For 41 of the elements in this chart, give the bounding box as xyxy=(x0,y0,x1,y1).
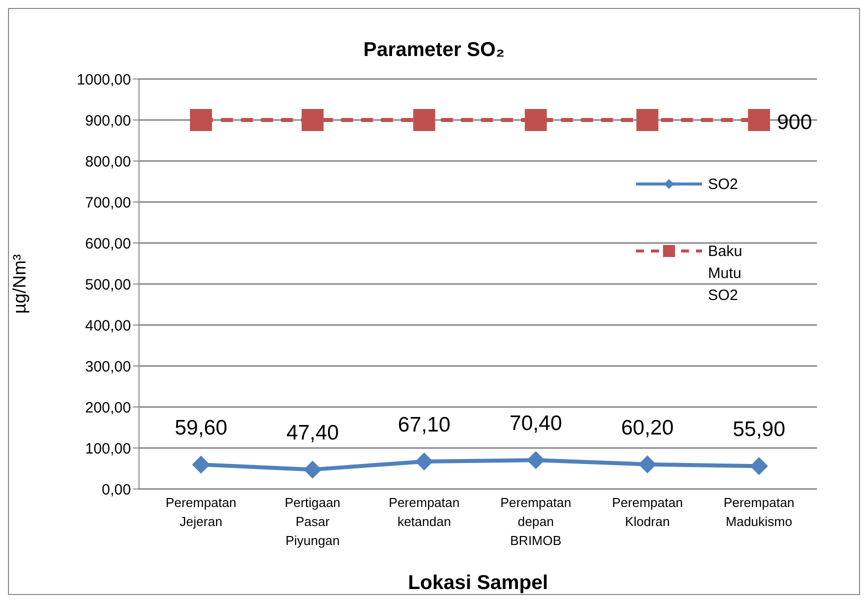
legend-label: SO2 xyxy=(708,175,740,195)
y-tick-label: 500,00 xyxy=(85,276,131,294)
point xyxy=(636,109,658,131)
data-label: 60,20 xyxy=(621,416,674,440)
y-tick-label: 1000,00 xyxy=(76,71,131,88)
chart-title: Parameter SO₂ xyxy=(362,39,506,62)
x-tick-label: Perempatan Klodran xyxy=(612,495,683,529)
point xyxy=(748,109,770,131)
y-tick-label: 400,00 xyxy=(85,317,131,334)
data-label: 55,90 xyxy=(732,418,786,442)
point xyxy=(302,109,324,131)
data-label: 70,40 xyxy=(510,412,562,436)
y-tick-label: 900,00 xyxy=(85,112,131,130)
point xyxy=(750,457,768,476)
data-label: 900 xyxy=(777,111,812,134)
y-tick-label: 0,00 xyxy=(102,481,131,498)
point xyxy=(524,109,547,131)
x-tick-label: Perempatan Jejeran xyxy=(166,495,236,529)
y-tick-label: 800,00 xyxy=(85,153,131,170)
x-tick-label: Perempatan Madukismo xyxy=(724,495,794,529)
point xyxy=(638,455,656,474)
x-tick-label: Perempatan ketandan xyxy=(388,495,460,529)
point xyxy=(526,451,545,470)
x-tick-label: Pertigaan Pasar Piyungan xyxy=(284,495,340,548)
legend-label: Baku Mutu SO2 xyxy=(708,242,744,306)
point xyxy=(415,452,434,470)
point xyxy=(192,456,210,474)
x-tick-label: Perempatan depan BRIMOB xyxy=(500,495,572,548)
y-tick-label: 700,00 xyxy=(85,194,131,212)
data-label: 47,40 xyxy=(286,422,339,445)
y-tick-label: 200,00 xyxy=(85,399,131,416)
point xyxy=(413,109,436,131)
point xyxy=(304,460,322,479)
point xyxy=(190,109,212,131)
data-label: 67,10 xyxy=(398,413,450,436)
data-label: 59,60 xyxy=(174,416,228,440)
y-tick-label: 600,00 xyxy=(85,235,131,252)
y-axis-title: µg/Nm³ xyxy=(9,254,30,314)
x-axis-title: Lokasi Sampel xyxy=(408,572,548,594)
y-tick-label: 100,00 xyxy=(85,440,131,458)
y-tick-label: 300,00 xyxy=(85,358,131,376)
